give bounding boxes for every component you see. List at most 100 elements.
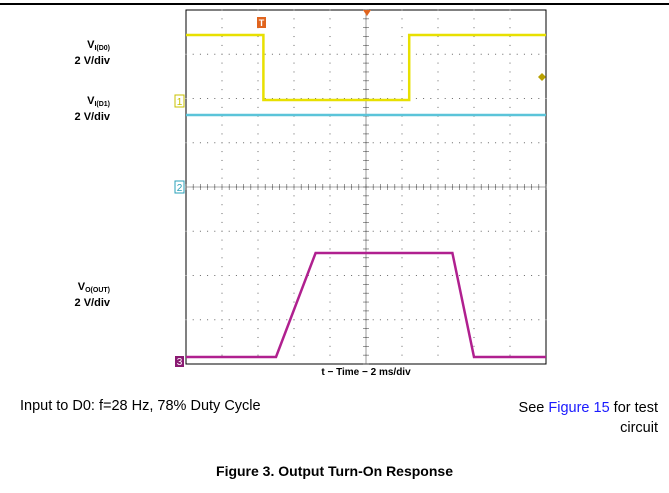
grid-dot [293,36,295,38]
grid-dot [437,27,439,29]
grid-dot [358,53,360,55]
grid-dot [185,98,187,99]
grid-dot [293,336,295,338]
grid-dot [394,142,396,144]
grid-dot [531,230,533,232]
grid-dot [451,230,453,232]
grid-dot [221,27,223,29]
grid-dot [415,142,417,144]
grid-dot [257,89,259,91]
grid-dot [257,36,259,38]
grid-dot [293,257,295,259]
grid-dot [322,275,324,276]
grid-dot [401,53,403,55]
grid-dot [523,98,525,99]
grid-dot [502,319,504,321]
grid-dot [401,328,403,330]
trigger-marker-label: T [259,18,265,28]
grid-dot [401,195,403,197]
grid-dot [444,230,446,232]
grid-dot [502,230,504,232]
trigger-marker: T [257,17,266,28]
grid-dot [271,53,273,55]
grid-dot [257,44,259,46]
grid-dot [437,319,439,321]
grid-dot [221,71,223,73]
grid-dot [250,319,252,321]
grid-dot [221,177,223,179]
grid-dot [214,142,216,144]
grid-dot [487,98,489,99]
grid-dot [437,98,439,99]
grid-dot [509,27,511,29]
trace3-axis-label: VO(OUT) 2 V/div [0,281,110,310]
grid-dot [523,53,525,55]
figure-caption: Figure 3. Output Turn-On Response [216,463,453,479]
grid-dot [293,71,295,73]
grid-dot [221,248,223,250]
grid-dot [415,98,417,99]
grid-dot [437,301,439,303]
grid-dot [372,230,374,232]
grid-dot [372,98,374,99]
grid-dot [221,36,223,38]
grid-dot [401,71,403,73]
grid-dot [257,266,259,268]
grid-dot [343,319,345,321]
grid-dot [329,257,331,259]
grid-dot [545,53,547,55]
grid-dot [545,319,547,321]
grid-dot [480,142,482,144]
grid-dot [293,319,295,321]
grid-dot [509,71,511,73]
grid-dot [207,98,209,99]
grid-dot [523,275,525,276]
grid-dot [509,195,511,197]
grid-dot [293,266,295,268]
grid-dot [329,275,331,276]
grid-dot [473,301,475,303]
grid-dot [271,98,273,99]
grid-dot [466,275,468,276]
grid-dot [379,142,381,144]
grid-dot [300,319,302,321]
grid-dot [257,195,259,197]
grid-dot [444,98,446,99]
grid-dot [509,177,511,179]
ch3-marker: 3 [175,356,184,368]
grid-dot [509,354,511,356]
grid-dot [279,98,281,99]
grid-dot [257,124,259,126]
ch3-marker-label: 3 [177,357,183,368]
figure-15-link[interactable]: Figure 15 [548,400,610,416]
grid-dot [437,106,439,108]
grid-dot [401,133,403,135]
grid-dot [329,345,331,347]
grid-dot [293,292,295,294]
grid-dot [531,142,533,144]
grid-dot [415,230,417,232]
trace1-axis-label: VI(D0) 2 V/div [0,39,110,68]
grid-dot [235,53,237,55]
grid-dot [459,142,461,144]
grid-dot [480,319,482,321]
grid-dot [437,62,439,64]
grid-dot [509,310,511,312]
grid-dot [545,142,547,144]
oscilloscope-plot: 1 2 3 T [174,9,547,368]
grid-dot [509,36,511,38]
grid-dot [343,53,345,55]
grid-dot [300,142,302,144]
grid-dot [315,230,317,232]
grid-dot [437,159,439,161]
grid-dot [271,142,273,144]
grid-dot [509,80,511,82]
grid-dot [423,275,425,276]
grid-dot [473,310,475,312]
grid-dot [228,98,230,99]
grid-dot [257,354,259,356]
grid-dot [394,53,396,55]
grid-dot [221,239,223,241]
grid-dot [473,36,475,38]
grid-dot [379,275,381,276]
